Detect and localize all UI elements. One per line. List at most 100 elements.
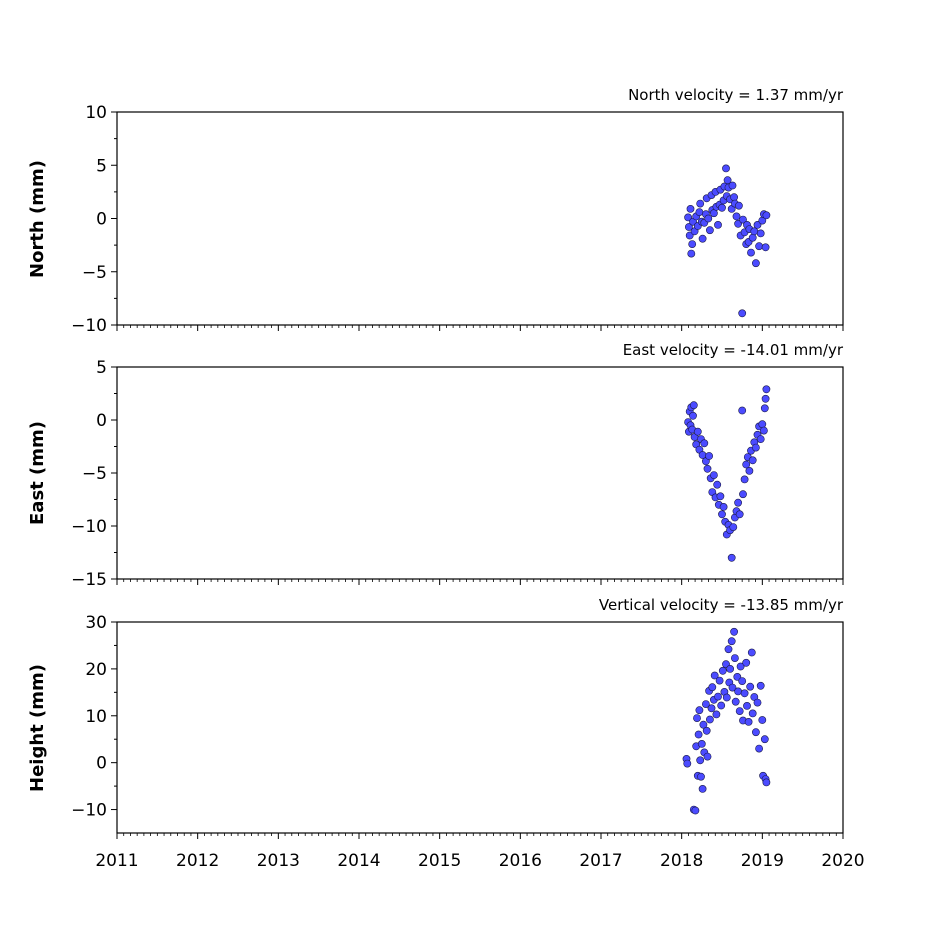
north-data-point: [698, 234, 707, 243]
height-panel: Vertical velocity = -13.85 mm/yr Height …: [27, 596, 865, 871]
east-data-point: [756, 435, 765, 443]
north-data-point: [704, 214, 713, 223]
north-data-point: [684, 213, 692, 222]
x-tick-label: 2020: [821, 851, 864, 871]
x-tick-label: 2011: [95, 851, 138, 871]
north-data-point: [750, 227, 759, 236]
x-tick-label: 2015: [418, 851, 461, 871]
height-data-point: [756, 681, 765, 690]
x-tick-label: 2012: [176, 851, 219, 871]
height-data-point: [696, 756, 705, 765]
height-data-point: [722, 693, 731, 702]
east-panel: East velocity = -14.01 mm/yr East (mm) 5…: [27, 341, 844, 590]
height-data-point: [697, 772, 705, 781]
north-data-point: [685, 223, 693, 231]
height-data-point: [712, 710, 721, 719]
north-data-point: [761, 243, 770, 252]
north-data-point: [748, 233, 757, 242]
height-data-point: [744, 718, 753, 726]
north-data-point: [752, 259, 760, 268]
height-data-point: [714, 692, 722, 701]
height-data-point: [748, 709, 757, 718]
height-data-point: [691, 806, 700, 815]
height-data-point: [747, 648, 756, 657]
east-data-point: [700, 439, 709, 448]
height-data-point: [694, 730, 703, 739]
height-data-point: [735, 707, 744, 715]
height-points: [682, 627, 771, 815]
vertical-velocity-label: Vertical velocity = -13.85 mm/yr: [599, 596, 844, 614]
north-data-point: [762, 211, 771, 220]
east-data-point: [760, 404, 769, 413]
north-data-point: [695, 208, 704, 216]
height-data-point: [731, 697, 740, 706]
height-data-point: [733, 673, 742, 681]
height-data-point: [743, 702, 751, 710]
east-data-point: [762, 385, 771, 394]
east-data-point: [761, 394, 770, 403]
height-data-point: [693, 714, 701, 722]
height-data-point: [738, 677, 747, 685]
height-data-point: [695, 706, 704, 715]
north-data-point: [686, 204, 695, 213]
east-points: [684, 385, 771, 562]
east-data-point: [748, 456, 757, 465]
north-y-axis-label: North (mm): [27, 160, 48, 278]
height-data-point: [758, 716, 767, 724]
east-plot-frame: [116, 366, 844, 580]
north-panel: North velocity = 1.37 mm/yr North (mm) 1…: [27, 86, 844, 336]
height-data-point: [728, 683, 737, 692]
east-data-point: [716, 492, 725, 501]
x-tick-label: 2014: [337, 851, 380, 871]
north-data-point: [718, 203, 726, 212]
east-data-point: [693, 427, 702, 436]
height-data-point: [742, 658, 751, 667]
x-tick-label: 2019: [741, 851, 784, 871]
height-data-point: [702, 700, 710, 708]
east-data-point: [740, 475, 749, 484]
east-data-point: [710, 471, 718, 479]
north-y-tick-label: 10: [85, 103, 107, 123]
north-data-point: [685, 231, 694, 240]
height-data-point: [698, 785, 707, 793]
height-data-point: [760, 735, 769, 744]
height-data-point: [702, 726, 711, 735]
north-data-point: [732, 212, 741, 221]
north-data-point: [730, 193, 738, 202]
x-tick-label: 2017: [579, 851, 622, 871]
height-data-point: [746, 682, 755, 691]
east-data-point: [752, 443, 760, 452]
north-data-point: [755, 242, 763, 251]
east-data-point: [739, 490, 747, 499]
north-data-point: [728, 181, 737, 190]
height-data-point: [752, 728, 760, 737]
north-data-point: [706, 226, 714, 235]
east-data-point: [760, 426, 768, 435]
east-data-point: [713, 480, 722, 489]
height-data-point: [762, 778, 771, 787]
east-data-point: [703, 464, 712, 473]
north-data-point: [756, 229, 765, 238]
north-data-point: [747, 248, 755, 257]
east-data-point: [705, 452, 713, 460]
height-plot-frame: [116, 621, 844, 834]
x-tick-label: 2016: [499, 851, 542, 871]
north-data-point: [734, 219, 742, 228]
east-y-tick-label: −15: [71, 570, 107, 590]
east-y-tick-label: −5: [82, 464, 107, 484]
height-data-point: [726, 665, 734, 673]
north-y-tick-label: −10: [71, 316, 107, 336]
east-data-point: [758, 420, 767, 429]
east-y-tick-label: −10: [71, 517, 107, 537]
height-data-point: [703, 752, 712, 761]
height-data-point: [731, 654, 739, 662]
north-data-point: [723, 176, 732, 185]
east-data-point: [727, 553, 736, 562]
north-data-point: [735, 201, 743, 210]
height-data-point: [736, 662, 745, 671]
height-y-tick-label: 10: [85, 707, 107, 727]
north-data-point: [722, 164, 730, 173]
height-data-point: [706, 715, 714, 724]
